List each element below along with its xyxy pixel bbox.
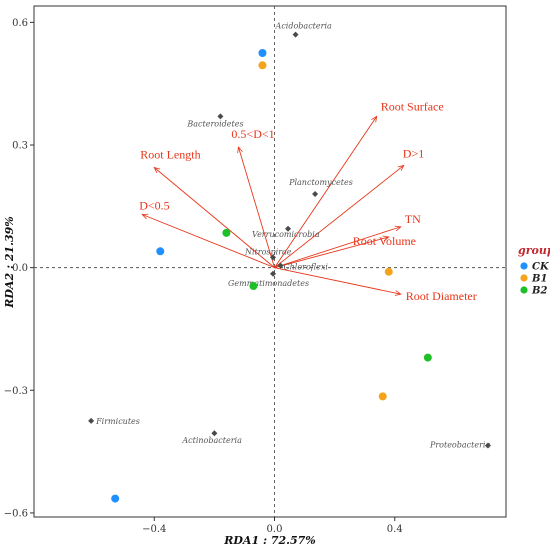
taxon-label: Gemmatimonadetes: [228, 279, 309, 288]
taxon-label: Proteobacteria: [429, 440, 490, 449]
x-axis-title: RDA1 : 72.57%: [223, 534, 316, 547]
legend-label: B1: [531, 274, 547, 285]
vector-arrow: [154, 167, 275, 268]
sample-point-b1: [384, 267, 393, 276]
sample-point-b1: [378, 392, 387, 401]
x-tick-label: 0.0: [267, 524, 283, 535]
vector-label: D>1: [403, 146, 424, 160]
taxon-marker: [312, 191, 319, 198]
legend-title: group: [518, 244, 550, 257]
environmental-vectors: Root Surface D>1 0.5<D<1 Root Length D<0.5 TN…: [139, 99, 477, 303]
vector-label: Root Diameter: [406, 289, 477, 303]
x-tick-label: −0.4: [142, 524, 166, 535]
taxon-marker: [292, 31, 299, 38]
taxon-label: Verrucomicrobia: [252, 230, 320, 239]
taxon-marker: [484, 442, 491, 449]
vector-arrow: [142, 214, 275, 269]
legend-swatch-ck: [520, 262, 528, 270]
sample-point-b2: [222, 228, 231, 237]
sample-point-ck: [111, 494, 120, 503]
taxon-marker: [88, 417, 95, 424]
sample-point-ck: [156, 247, 165, 256]
taxon-marker: [211, 430, 218, 437]
y-tick-label: −0.3: [4, 386, 28, 397]
vector-label: TN: [405, 212, 421, 226]
vector-label: Root Surface: [381, 99, 444, 113]
taxa-points: Acidobacteria Bacteroidetes Planctomycetes…: [88, 22, 491, 449]
sample-point-b2: [423, 353, 432, 362]
taxon-label: Acidobacteria: [275, 22, 332, 31]
vector-arrow: [274, 116, 377, 268]
taxon-label: Bacteroidetes: [186, 119, 243, 128]
taxon-label: Firmicutes: [95, 417, 140, 426]
vector-arrow: [274, 165, 404, 268]
vector-label: Root Length: [140, 147, 200, 161]
y-tick-label: 0.0: [12, 263, 28, 274]
taxon-label: Nitrospirae: [244, 247, 292, 256]
y-tick-label: 0.6: [12, 18, 28, 29]
taxon-label: Chloroflexi: [284, 263, 329, 272]
taxon-marker: [270, 254, 277, 261]
plot-panel: [33, 5, 507, 518]
taxon-label: Planctomycetes: [288, 178, 353, 187]
taxon-marker: [270, 270, 277, 277]
axis-ticks: −0.4 0.0 0.4 −0.6 −0.3 0.0 0.3 0.6: [4, 18, 403, 535]
taxon-marker: [285, 225, 292, 232]
y-axis-title: RDA2 : 21.39%: [3, 216, 16, 309]
sample-point-b2: [249, 282, 258, 291]
sample-point-ck: [258, 49, 267, 58]
legend-label: B2: [531, 286, 547, 297]
taxon-marker: [217, 113, 224, 120]
vector-arrow: [274, 227, 401, 269]
sample-point-b1: [258, 61, 267, 70]
vector-arrow: [274, 237, 389, 269]
vector-label: D<0.5: [139, 198, 169, 212]
reference-lines: [34, 6, 506, 517]
legend-swatch-b1: [520, 274, 528, 282]
vector-arrow: [238, 147, 275, 268]
vector-label: Root Volume: [353, 234, 416, 248]
legend-label: CK: [532, 262, 550, 273]
legend-swatch-b2: [520, 286, 528, 294]
sample-points: [111, 49, 432, 503]
x-tick-label: 0.4: [387, 524, 403, 535]
vector-arrow: [274, 267, 401, 295]
y-tick-label: 0.3: [12, 140, 28, 151]
y-tick-label: −0.6: [4, 508, 28, 519]
vector-label: 0.5<D<1: [231, 127, 274, 141]
taxon-label: Actinobacteria: [181, 436, 242, 445]
taxon-marker: [277, 262, 284, 269]
